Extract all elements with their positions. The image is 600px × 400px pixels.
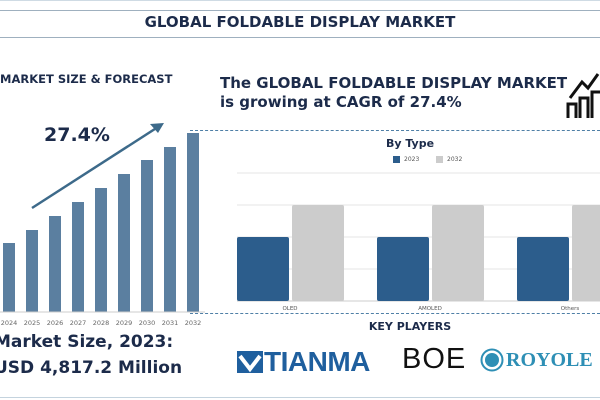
title-rule-bottom (0, 37, 600, 38)
legend-swatch (393, 156, 400, 163)
bar-oled-2023 (237, 237, 289, 301)
year-label-2028: 2028 (93, 319, 110, 327)
legend-item-2023: 2023 (393, 156, 419, 163)
category-label-amoled: AMOLED (418, 306, 442, 312)
bar-amoled-2032 (432, 205, 484, 301)
growth-arrow-head (150, 123, 164, 133)
bar-oled-2032 (292, 205, 344, 301)
logo-boe: BOE (402, 343, 467, 375)
forecast-bar-2027 (72, 202, 84, 312)
year-label-2030: 2030 (139, 319, 156, 327)
forecast-bar-2025 (26, 230, 38, 312)
headline-line-2: is growing at CAGR of 27.4% (220, 93, 462, 111)
logo-royole: ROYOLE (480, 348, 593, 372)
forecast-bar-2026 (49, 216, 61, 312)
legend-label: 2023 (404, 156, 420, 163)
cagr-label: 27.4% (44, 124, 110, 146)
tianma-mark-icon (237, 351, 263, 373)
bar-others-2023 (517, 237, 569, 301)
bar-others-2032 (572, 205, 600, 301)
royole-logo-text: ROYOLE (506, 348, 593, 371)
year-label-2031: 2031 (162, 319, 179, 327)
bottom-border (0, 397, 600, 398)
forecast-heading: MARKET SIZE & FORECAST (0, 72, 173, 86)
year-label-2026: 2026 (47, 319, 64, 327)
category-label-oled: OLED (282, 306, 297, 312)
headline-line-1: The GLOBAL FOLDABLE DISPLAY MARKET (220, 74, 568, 92)
by-type-chart: OLED AMOLED Others (237, 172, 600, 312)
royole-mark-icon (480, 348, 504, 372)
legend-swatch (436, 156, 443, 163)
logo-tianma: TIANMA (237, 346, 370, 378)
year-label-2029: 2029 (116, 319, 133, 327)
year-label-2025: 2025 (24, 319, 41, 327)
by-type-title: By Type (385, 137, 435, 150)
growth-arrow-line (31, 125, 159, 210)
category-label-others: Others (561, 306, 580, 312)
forecast-bar-2031 (164, 147, 176, 312)
growth-chart-icon (566, 73, 600, 118)
key-players-title: KEY PLAYERS (368, 320, 452, 333)
top-border (0, 0, 600, 1)
bar-amoled-2023 (377, 237, 429, 301)
forecast-bar-2029 (118, 174, 130, 312)
legend-label: 2032 (447, 156, 463, 163)
forecast-bar-2024 (3, 243, 15, 312)
market-size-value: USD 4,817.2 Million (0, 358, 183, 378)
legend-item-2032: 2032 (436, 156, 462, 163)
forecast-bar-2030 (141, 160, 153, 312)
year-label-2024: 2024 (1, 319, 18, 327)
forecast-bar-2028 (95, 188, 107, 312)
title-rule-top (0, 10, 600, 11)
market-size-label: Market Size, 2023: (0, 332, 174, 352)
divider-dashed (190, 313, 600, 314)
forecast-bar-2032 (187, 133, 199, 312)
year-label-2032: 2032 (185, 319, 202, 327)
page-title: GLOBAL FOLDABLE DISPLAY MARKET (144, 13, 456, 31)
divider-dashed (190, 130, 600, 131)
forecast-chart: 2024 2025 2026 2027 2028 2029 2030 2031 2032 (0, 123, 205, 327)
year-label-2027: 2027 (70, 319, 87, 327)
tianma-logo-text: TIANMA (264, 346, 370, 377)
